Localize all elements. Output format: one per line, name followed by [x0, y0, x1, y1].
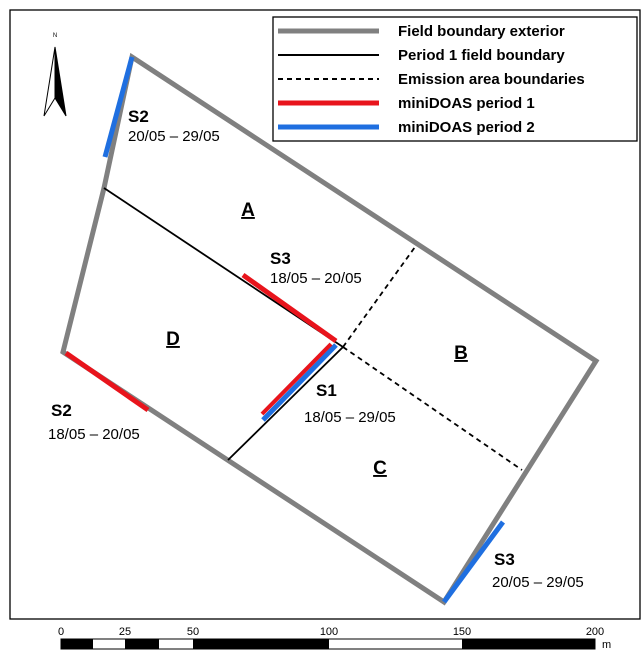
scale-tick-150: 150 — [453, 626, 471, 638]
area-label-a: A — [241, 200, 255, 221]
legend-label-blue: miniDOAS period 2 — [398, 119, 535, 136]
minidoas-s2-period1 — [64, 350, 150, 413]
scale-tick-50: 50 — [187, 626, 199, 638]
scale-seg-4 — [462, 639, 595, 649]
scale-seg-1 — [61, 639, 93, 649]
area-label-b: B — [454, 343, 468, 364]
scale-bar: 0 25 50 100 150 200 m — [58, 626, 611, 651]
scale-seg-2 — [125, 639, 159, 649]
north-label: N — [53, 33, 57, 39]
minidoas-s1-red — [260, 342, 333, 416]
station-s2-period2-name: S2 — [128, 107, 149, 126]
minidoas-s1-blue — [261, 343, 338, 422]
north-arrow-icon: N — [43, 33, 67, 117]
scale-seg-3 — [193, 639, 329, 649]
emission-boundary-bc — [342, 346, 523, 471]
legend-label-red: miniDOAS period 1 — [398, 95, 535, 112]
station-s3-period2-dates: 20/05 – 29/05 — [492, 574, 584, 591]
area-label-d: D — [166, 329, 180, 350]
station-s3-period1-dates: 18/05 – 20/05 — [270, 270, 362, 287]
legend-label-period1: Period 1 field boundary — [398, 47, 565, 64]
legend: Field boundary exterior Period 1 field b… — [272, 16, 638, 142]
scale-unit: m — [602, 639, 611, 651]
legend-label-exterior: Field boundary exterior — [398, 23, 565, 40]
scale-tick-0: 0 — [58, 626, 64, 638]
station-s1-name: S1 — [316, 381, 337, 400]
station-s3-period1-name: S3 — [270, 249, 291, 268]
minidoas-s3-period2 — [441, 520, 506, 604]
legend-label-dashed: Emission area boundaries — [398, 71, 585, 88]
station-s3-period2-name: S3 — [494, 550, 515, 569]
station-s2-period1-dates: 18/05 – 20/05 — [48, 426, 140, 443]
scale-tick-100: 100 — [320, 626, 338, 638]
scale-tick-25: 25 — [119, 626, 131, 638]
minidoas-s3-period1 — [241, 272, 338, 344]
field-boundary-exterior — [60, 52, 600, 606]
area-label-c: C — [373, 458, 387, 479]
station-s1-dates: 18/05 – 29/05 — [304, 409, 396, 426]
station-s2-period2-dates: 20/05 – 29/05 — [128, 128, 220, 145]
scale-tick-200: 200 — [586, 626, 604, 638]
emission-boundary-ab — [342, 246, 416, 348]
station-s2-period1-name: S2 — [51, 401, 72, 420]
minidoas-s2-period2 — [102, 56, 135, 158]
